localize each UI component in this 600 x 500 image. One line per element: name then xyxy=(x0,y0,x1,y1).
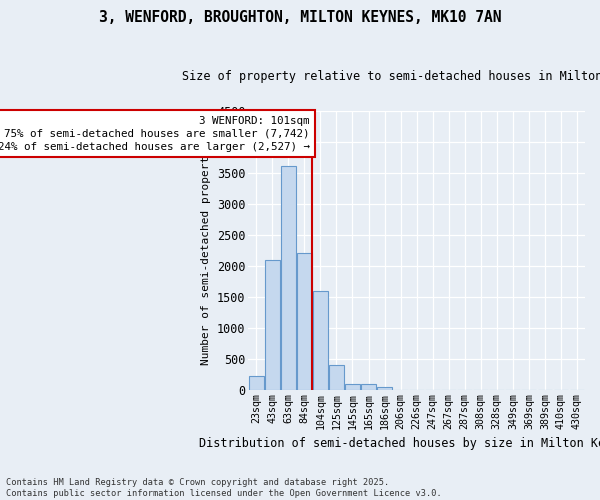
Y-axis label: Number of semi-detached properties: Number of semi-detached properties xyxy=(202,136,211,365)
X-axis label: Distribution of semi-detached houses by size in Milton Keynes: Distribution of semi-detached houses by … xyxy=(199,437,600,450)
Bar xyxy=(265,260,280,390)
Bar xyxy=(377,388,392,390)
Title: Size of property relative to semi-detached houses in Milton Keynes: Size of property relative to semi-detach… xyxy=(182,70,600,83)
Bar xyxy=(297,254,312,390)
Text: 3, WENFORD, BROUGHTON, MILTON KEYNES, MK10 7AN: 3, WENFORD, BROUGHTON, MILTON KEYNES, MK… xyxy=(99,10,501,25)
Bar xyxy=(313,290,328,390)
Bar xyxy=(281,166,296,390)
Text: 3 WENFORD: 101sqm
← 75% of semi-detached houses are smaller (7,742)
24% of semi-: 3 WENFORD: 101sqm ← 75% of semi-detached… xyxy=(0,116,310,152)
Bar xyxy=(345,384,360,390)
Bar xyxy=(249,376,263,390)
Bar xyxy=(361,384,376,390)
Text: Contains HM Land Registry data © Crown copyright and database right 2025.
Contai: Contains HM Land Registry data © Crown c… xyxy=(6,478,442,498)
Bar xyxy=(329,365,344,390)
